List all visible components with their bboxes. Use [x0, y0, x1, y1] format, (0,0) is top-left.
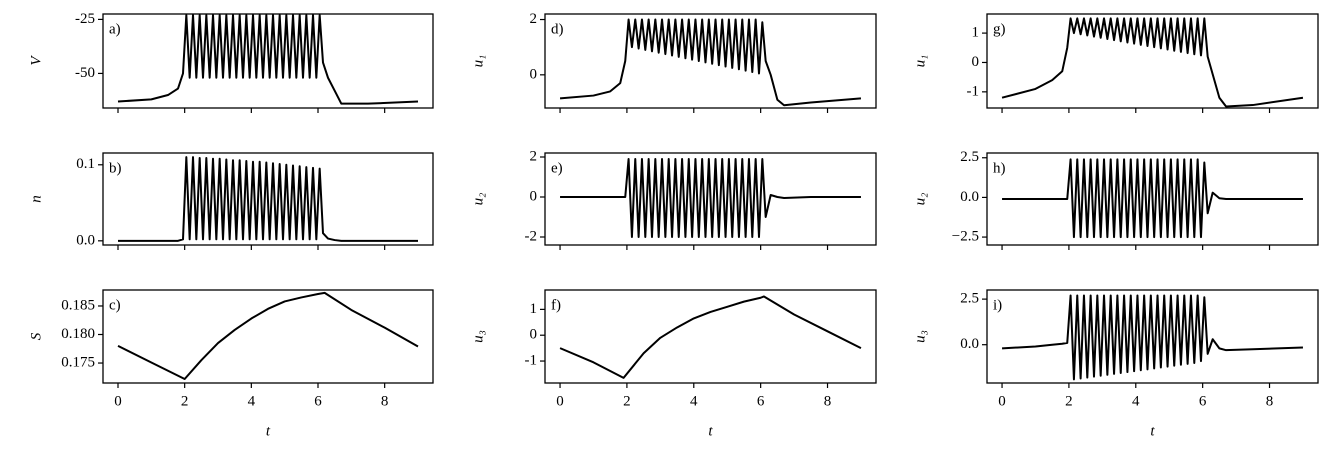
y-tick-label: 2 — [530, 148, 538, 164]
y-axis-label: u₃ — [912, 330, 928, 343]
x-tick-label: 6 — [757, 393, 765, 409]
data-line — [117, 14, 419, 105]
y-tick-label: 0 — [530, 66, 538, 82]
axes-frame — [544, 152, 877, 246]
x-tick-label: 2 — [1065, 393, 1073, 409]
axes-frame — [102, 152, 434, 246]
y-tick-label: 0.175 — [61, 354, 95, 370]
x-tick-label: 6 — [314, 393, 322, 409]
x-axis-label: t — [1150, 423, 1155, 439]
x-tick-label: 4 — [248, 393, 256, 409]
y-tick-label: 2.5 — [960, 291, 979, 307]
axes-frame — [986, 13, 1319, 109]
y-tick-label: 0 — [530, 188, 538, 204]
x-tick-label: 8 — [824, 393, 832, 409]
x-axis-label: t — [708, 423, 713, 439]
y-axis-label: V — [28, 55, 44, 66]
x-tick-label: 8 — [1266, 393, 1274, 409]
x-tick-label: 2 — [181, 393, 189, 409]
y-tick-label: -25 — [75, 11, 95, 27]
panel-label: f) — [551, 297, 561, 313]
y-tick-label: 0 — [972, 54, 980, 70]
y-tick-label: 2 — [530, 11, 538, 27]
y-tick-label: -1 — [967, 83, 980, 99]
data-line — [559, 295, 862, 379]
y-tick-label: 0.180 — [61, 326, 95, 342]
axes-frame — [544, 289, 877, 384]
x-tick-label: 8 — [381, 393, 389, 409]
plot-area — [559, 295, 862, 379]
panel-label: b) — [109, 160, 122, 176]
y-axis-label: S — [28, 332, 44, 340]
plot-area — [117, 291, 419, 381]
x-tick-label: 4 — [690, 393, 698, 409]
panel-label: g) — [993, 21, 1006, 37]
y-tick-label: 0.0 — [960, 336, 979, 352]
plot-area — [118, 156, 418, 242]
panel-label: c) — [109, 297, 121, 313]
x-tick-label: 0 — [114, 393, 122, 409]
y-axis-label: n — [28, 195, 44, 203]
plot-area — [117, 14, 419, 105]
y-tick-label: -1 — [525, 352, 538, 368]
panel-label: d) — [551, 21, 564, 37]
y-tick-label: 1 — [972, 25, 980, 41]
x-tick-label: 6 — [1199, 393, 1207, 409]
panel-label: e) — [551, 160, 563, 176]
data-line — [1001, 294, 1303, 381]
plot-area — [1001, 294, 1303, 381]
axes-frame — [986, 289, 1319, 384]
y-tick-label: 0.0 — [960, 189, 979, 205]
y-axis-label: u₂ — [470, 193, 486, 206]
y-axis-label: u₃ — [470, 330, 486, 343]
data-line — [559, 18, 862, 107]
data-line — [117, 291, 419, 381]
panel-label: a) — [109, 21, 121, 37]
y-tick-label: 0.1 — [76, 156, 95, 172]
y-axis-label: u₁ — [470, 55, 486, 68]
y-tick-label: 0.185 — [61, 297, 95, 313]
x-tick-label: 2 — [623, 393, 631, 409]
plot-area — [1001, 17, 1304, 108]
panel-label: h) — [993, 160, 1006, 176]
axes-frame — [544, 13, 877, 109]
x-axis-label: t — [266, 423, 271, 439]
y-tick-label: -2 — [525, 228, 538, 244]
axes-frame — [986, 152, 1319, 246]
y-tick-label: -50 — [75, 65, 95, 81]
y-axis-label: u₁ — [912, 55, 928, 68]
y-tick-label: −2.5 — [952, 229, 979, 245]
data-line — [1002, 158, 1303, 239]
data-line — [560, 158, 861, 238]
y-axis-label: u₂ — [912, 193, 928, 206]
data-line — [1001, 17, 1304, 108]
y-tick-label: 0 — [530, 327, 538, 343]
panel-label: i) — [993, 297, 1002, 313]
plot-area — [559, 18, 862, 107]
y-tick-label: 2.5 — [960, 149, 979, 165]
x-tick-label: 0 — [556, 393, 564, 409]
x-tick-label: 4 — [1132, 393, 1140, 409]
y-tick-label: 0.0 — [76, 232, 95, 248]
plot-area — [1002, 158, 1303, 239]
axes-frame — [102, 13, 434, 109]
axes-frame — [102, 289, 434, 384]
x-tick-label: 0 — [998, 393, 1006, 409]
plot-area — [560, 158, 861, 238]
data-line — [118, 156, 418, 242]
y-tick-label: 1 — [530, 301, 538, 317]
